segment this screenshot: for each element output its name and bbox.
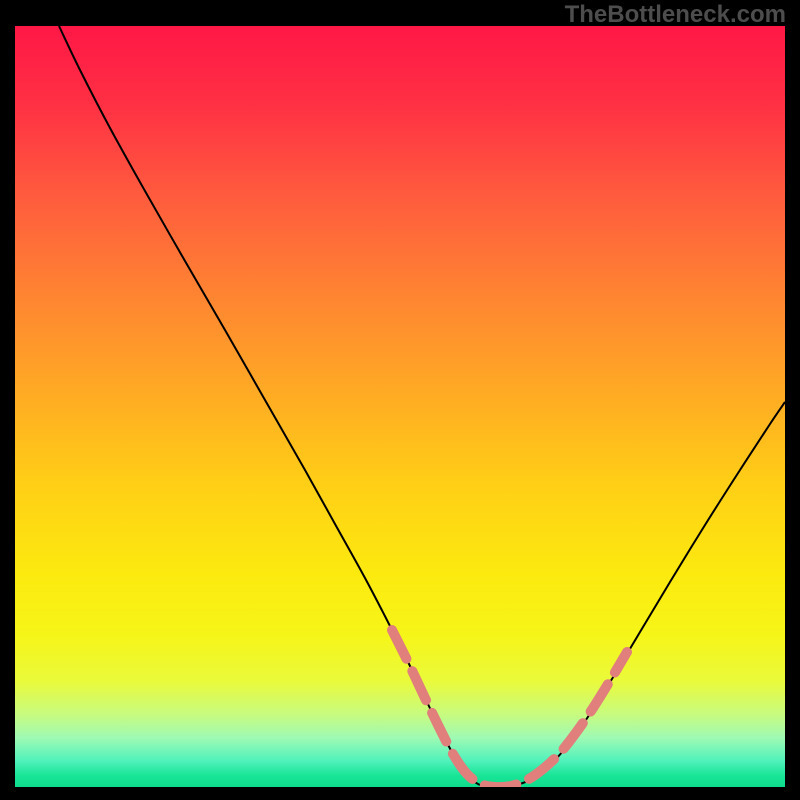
curve-layer: [15, 26, 785, 787]
watermark-text: TheBottleneck.com: [565, 1, 786, 29]
plot-area: [15, 26, 785, 787]
dash-overlay: [392, 630, 627, 787]
bottleneck-curve: [59, 26, 785, 787]
